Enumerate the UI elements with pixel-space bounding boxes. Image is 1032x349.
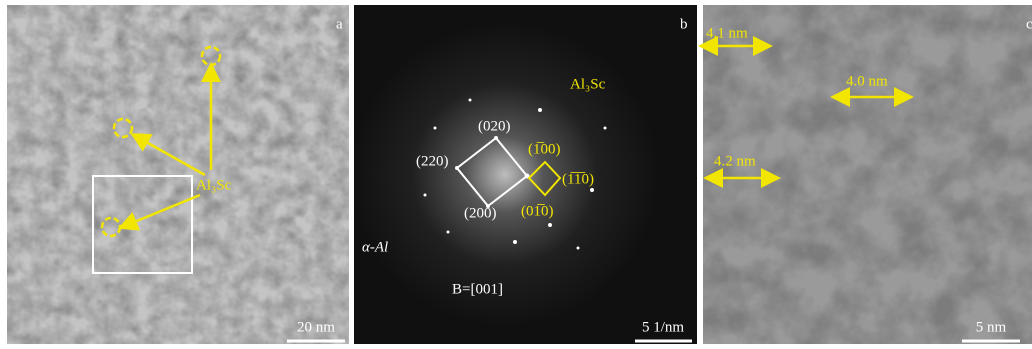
index-label: (220) [416,153,449,169]
scale-label: 20 nm [297,319,335,335]
index-label: (200) [464,205,497,221]
panel-c: 4.1 nm 4.0 nm 4.2 nm c 5 nm [703,5,1032,344]
scale-label: 5 1/nm [642,319,684,335]
panel-letter: c [1026,16,1032,32]
phase-label: Al₃Sc [196,177,232,193]
phase-label: Al₃Sc [570,76,606,92]
panel-a: Al₃Sc a 20 nm [7,5,349,344]
index-label: (1̅00) [528,141,561,157]
panel-b: Al₃Sc (020) (220) (200) (1̅00) (1̅1̅0) (… [354,5,697,344]
index-label: (01̅0) [521,203,554,219]
index-label: (020) [478,118,511,134]
size-label: 4.0 nm [846,73,888,89]
size-label: 4.1 nm [706,25,748,41]
texture [7,5,349,344]
figure: Al₃Sc a 20 nm Al₃Sc (020) (220) (200) (1… [0,0,1032,349]
scale-label: 5 nm [976,319,1007,335]
panel-letter: b [680,16,688,32]
size-label: 4.2 nm [714,153,756,169]
phase-label: α-Al [362,239,388,255]
index-label: (1̅1̅0) [562,171,594,187]
panel-letter: a [336,16,343,32]
texture [703,5,1032,344]
zone-axis: B=[001] [452,281,503,297]
